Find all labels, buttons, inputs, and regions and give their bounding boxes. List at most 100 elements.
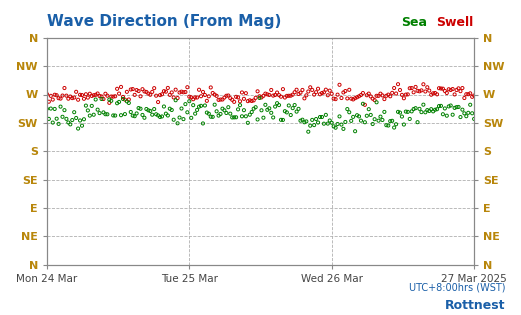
- Point: [299, 117, 307, 122]
- Point: [88, 94, 96, 99]
- Point: [119, 94, 127, 100]
- Point: [183, 85, 192, 90]
- Point: [370, 98, 379, 103]
- Point: [152, 93, 160, 98]
- Point: [314, 86, 322, 91]
- Point: [82, 103, 90, 108]
- Point: [74, 126, 82, 131]
- Text: Sea: Sea: [402, 16, 428, 29]
- Point: [365, 91, 373, 96]
- Point: [359, 101, 367, 106]
- Point: [396, 88, 404, 93]
- Point: [43, 91, 51, 96]
- Point: [398, 114, 406, 119]
- Point: [46, 93, 55, 98]
- Point: [93, 107, 102, 112]
- Point: [452, 105, 461, 110]
- Point: [451, 92, 459, 97]
- Point: [413, 88, 421, 93]
- Point: [60, 85, 69, 90]
- Point: [199, 121, 207, 126]
- Point: [82, 92, 90, 97]
- Point: [400, 96, 408, 101]
- Point: [412, 84, 420, 89]
- Point: [164, 113, 172, 118]
- Point: [376, 91, 384, 96]
- Point: [103, 112, 111, 117]
- Point: [339, 90, 348, 95]
- Point: [199, 89, 207, 94]
- Point: [386, 119, 394, 124]
- Point: [299, 88, 307, 93]
- Point: [284, 93, 293, 98]
- Point: [101, 112, 109, 117]
- Point: [193, 107, 201, 112]
- Point: [62, 116, 70, 121]
- Point: [343, 106, 352, 112]
- Point: [351, 96, 359, 101]
- Point: [441, 106, 449, 111]
- Point: [58, 93, 67, 98]
- Point: [140, 115, 148, 120]
- Point: [78, 123, 86, 128]
- Point: [105, 100, 114, 106]
- Point: [392, 91, 400, 96]
- Point: [137, 106, 145, 111]
- Point: [228, 97, 237, 102]
- Point: [76, 92, 84, 97]
- Point: [410, 90, 418, 95]
- Point: [402, 92, 410, 97]
- Point: [187, 115, 195, 120]
- Point: [337, 122, 345, 127]
- Point: [376, 114, 384, 119]
- Point: [208, 114, 217, 119]
- Point: [218, 97, 227, 102]
- Point: [164, 85, 172, 90]
- Point: [156, 93, 164, 98]
- Point: [176, 90, 184, 95]
- Point: [269, 93, 277, 98]
- Point: [294, 106, 303, 112]
- Point: [232, 115, 240, 120]
- Point: [415, 106, 424, 112]
- Point: [259, 115, 268, 120]
- Point: [93, 91, 102, 96]
- Point: [443, 113, 451, 118]
- Point: [341, 89, 350, 94]
- Point: [150, 106, 158, 112]
- Point: [244, 99, 252, 104]
- Point: [292, 109, 301, 114]
- Point: [300, 120, 308, 125]
- Point: [45, 99, 53, 104]
- Point: [281, 95, 289, 100]
- Point: [195, 104, 203, 109]
- Point: [368, 122, 377, 127]
- Point: [388, 90, 396, 95]
- Point: [62, 93, 70, 98]
- Point: [466, 102, 475, 107]
- Point: [328, 91, 336, 96]
- Point: [257, 108, 266, 113]
- Point: [394, 109, 402, 114]
- Point: [261, 102, 269, 107]
- Point: [367, 112, 375, 117]
- Point: [97, 94, 106, 99]
- Point: [140, 89, 148, 94]
- Point: [446, 103, 455, 108]
- Point: [115, 100, 123, 105]
- Point: [117, 113, 125, 118]
- Point: [373, 100, 381, 105]
- Point: [320, 121, 328, 126]
- Point: [176, 115, 184, 120]
- Point: [367, 94, 375, 99]
- Point: [169, 95, 178, 100]
- Point: [345, 87, 353, 92]
- Point: [324, 93, 332, 98]
- Point: [398, 92, 406, 97]
- Point: [359, 90, 367, 95]
- Point: [185, 99, 193, 104]
- Point: [84, 95, 92, 100]
- Point: [123, 99, 131, 104]
- Point: [375, 93, 383, 98]
- Point: [419, 82, 428, 87]
